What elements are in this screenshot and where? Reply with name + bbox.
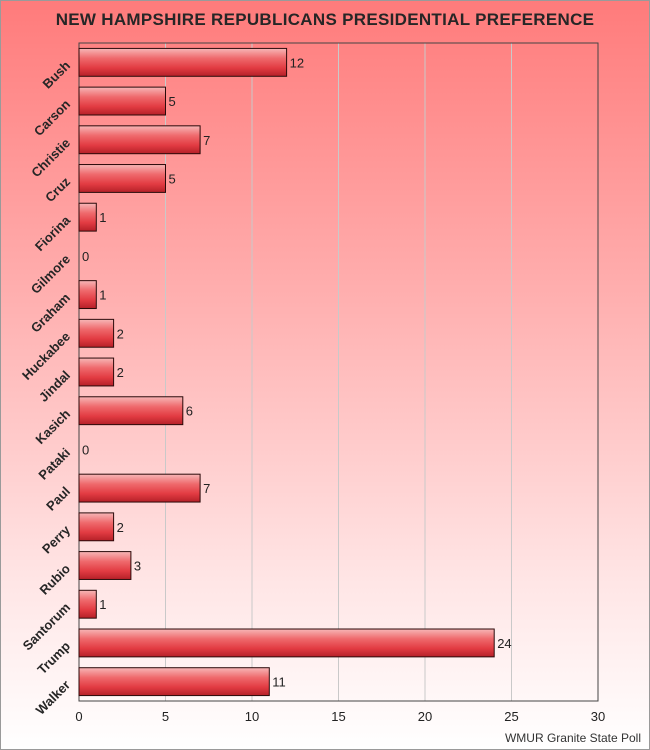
- bar-jindal: [78, 357, 115, 387]
- value-label-walker: 11: [272, 675, 286, 690]
- x-tick-label: 25: [504, 709, 518, 724]
- category-label-christie: Christie: [28, 135, 73, 180]
- bar-paul: [78, 473, 201, 503]
- bar-walker: [78, 667, 270, 697]
- category-label-fiorina: Fiorina: [32, 212, 74, 254]
- bar-graham: [78, 280, 97, 310]
- x-tick-label: 10: [245, 709, 259, 724]
- category-label-rubio: Rubio: [36, 561, 73, 598]
- category-label-walker: Walker: [33, 677, 73, 717]
- category-label-cruz: Cruz: [42, 174, 73, 205]
- category-label-perry: Perry: [39, 522, 74, 557]
- category-label-bush: Bush: [40, 58, 74, 92]
- bar-bush: [78, 47, 288, 77]
- value-label-christie: 7: [203, 133, 210, 148]
- bar-carson: [78, 86, 166, 116]
- value-label-paul: 7: [203, 481, 210, 496]
- value-label-trump: 24: [497, 636, 511, 651]
- value-label-gilmore: 0: [82, 249, 89, 264]
- value-label-rubio: 3: [134, 559, 141, 574]
- category-label-jindal: Jindal: [36, 368, 73, 405]
- category-label-paul: Paul: [43, 484, 73, 514]
- category-label-gilmore: Gilmore: [28, 251, 73, 296]
- chart-title: NEW HAMPSHIRE REPUBLICANS PRESIDENTIAL P…: [56, 10, 595, 29]
- x-tick-label: 0: [75, 709, 82, 724]
- category-label-graham: Graham: [28, 290, 73, 335]
- category-label-pataki: Pataki: [35, 445, 73, 483]
- category-label-carson: Carson: [31, 97, 73, 139]
- value-label-graham: 1: [99, 288, 106, 303]
- value-label-carson: 5: [169, 94, 176, 109]
- value-label-kasich: 6: [186, 404, 193, 419]
- x-tick-label: 30: [591, 709, 605, 724]
- value-label-pataki: 0: [82, 442, 89, 457]
- bar-santorum: [78, 589, 97, 619]
- bar-kasich: [78, 396, 184, 426]
- value-label-bush: 12: [290, 55, 304, 70]
- x-tick-label: 5: [162, 709, 169, 724]
- category-label-kasich: Kasich: [32, 406, 73, 447]
- bar-fiorina: [78, 202, 97, 232]
- value-label-santorum: 1: [99, 597, 106, 612]
- bar-huckabee: [78, 318, 115, 348]
- value-label-cruz: 5: [169, 171, 176, 186]
- bar-christie: [78, 125, 201, 155]
- bar-perry: [78, 512, 115, 542]
- bar-rubio: [78, 551, 132, 580]
- source-label: WMUR Granite State Poll: [505, 731, 641, 745]
- value-label-fiorina: 1: [99, 210, 106, 225]
- value-label-perry: 2: [117, 520, 124, 535]
- value-label-jindal: 2: [117, 365, 124, 380]
- category-label-trump: Trump: [34, 638, 73, 677]
- value-label-huckabee: 2: [117, 326, 124, 341]
- bar-trump: [78, 628, 495, 658]
- x-tick-label: 15: [331, 709, 345, 724]
- x-tick-label: 20: [418, 709, 432, 724]
- bar-cruz: [78, 164, 166, 193]
